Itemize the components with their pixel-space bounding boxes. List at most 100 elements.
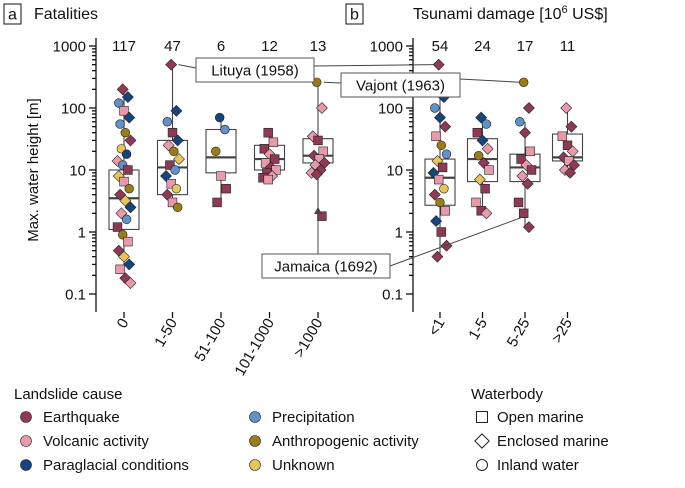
data-point (124, 134, 137, 147)
data-point (484, 165, 494, 175)
count-label: 17 (517, 38, 534, 55)
data-point (518, 77, 529, 87)
data-point (121, 91, 134, 104)
data-point (310, 168, 323, 181)
data-point (170, 104, 183, 117)
data-point (315, 102, 328, 114)
legend-cause-label: Paraglacial conditions (43, 457, 189, 474)
legend-cause-title: Landslide cause (14, 386, 122, 403)
leader-line (313, 64, 436, 67)
data-point (515, 117, 525, 127)
y-tick-label: 1 (78, 225, 86, 242)
data-point (115, 119, 125, 129)
data-point (525, 146, 535, 157)
box (205, 128, 237, 174)
data-point (476, 134, 489, 147)
legend-waterbody-item: Open marine (476, 409, 584, 426)
legend-cause-label: Earthquake (43, 409, 120, 426)
x-tick-label: >1000 (291, 316, 327, 361)
data-point (562, 140, 573, 151)
x-tick-label: 1-50 (151, 316, 181, 351)
data-point (481, 142, 494, 155)
data-point (161, 188, 174, 201)
y-tick-label: 10 (69, 163, 86, 180)
data-point (518, 208, 529, 219)
data-point (162, 117, 173, 127)
y-tick-label: 0.1 (65, 287, 86, 304)
data-point (215, 112, 225, 123)
panel-b-label: b (350, 7, 359, 24)
legend-swatch (249, 435, 261, 447)
data-point (167, 127, 178, 138)
data-point (433, 174, 444, 185)
count-label: 47 (164, 38, 181, 55)
data-point (519, 126, 531, 139)
data-point (430, 103, 440, 113)
data-point (557, 131, 568, 141)
x-tick-label: 51-100 (191, 316, 229, 365)
data-point (123, 165, 133, 175)
data-point (565, 120, 578, 133)
data-point (120, 127, 131, 138)
data-point (480, 183, 490, 194)
legend-waterbody-label: Inland water (497, 457, 579, 474)
data-point (211, 146, 221, 157)
data-point (119, 194, 132, 207)
circle-icon (476, 459, 488, 471)
data-point (435, 197, 445, 208)
legend-swatch (249, 411, 261, 423)
data-point (516, 154, 526, 164)
panel-b-title-main: Tsunami damage [10 (413, 6, 562, 23)
legend-waterbody-label: Enclosed marine (497, 433, 609, 450)
data-point (263, 174, 273, 185)
data-point (268, 137, 279, 147)
data-point (472, 127, 482, 138)
y-tick-label: 10 (386, 163, 403, 180)
legend-cause-label: Unknown (272, 457, 335, 474)
data-point (471, 197, 481, 208)
data-point (171, 134, 184, 147)
data-point (440, 206, 450, 216)
data-point (165, 160, 175, 170)
legend-waterbody-item: Inland water (476, 457, 579, 474)
legend-cause-label: Precipitation (272, 409, 355, 426)
x-tick-label: 0 (114, 316, 133, 332)
diamond-icon (474, 433, 490, 449)
data-point (173, 153, 185, 166)
data-point (119, 106, 129, 116)
data-point (436, 227, 446, 237)
y-tick-label: 100 (61, 101, 86, 118)
data-point (166, 179, 176, 189)
legend-waterbody-label: Open marine (497, 409, 584, 426)
data-point (123, 236, 133, 247)
data-point (473, 151, 484, 161)
data-point (124, 201, 137, 214)
data-point (473, 173, 486, 186)
legend-cause-item: Unknown (249, 457, 335, 474)
data-point (431, 250, 444, 263)
legend-swatch (20, 411, 32, 423)
y-tick-label: 1 (395, 225, 403, 242)
data-point (167, 197, 178, 208)
data-point (560, 102, 573, 114)
legend: Landslide cause Waterbody Earthquake Volc… (14, 386, 609, 474)
data-point (439, 120, 452, 133)
panel-a: a Fatalities Max. water height [m] (3, 3, 98, 242)
legend-swatch (20, 435, 32, 447)
data-point (121, 149, 132, 159)
data-point (430, 215, 443, 228)
legend-cause-label: Anthropogenic activity (272, 433, 419, 450)
panel-b-plot: 0.1 1 10 100 1000 54 <1 24 1-5 17 5-25 11 >25 (370, 38, 584, 350)
y-tick-label: 0.1 (382, 287, 403, 304)
data-point (521, 177, 534, 190)
legend-waterbody-item: Enclosed marine (474, 433, 609, 450)
data-point (170, 165, 180, 175)
square-icon (476, 411, 488, 423)
leader-line (389, 217, 522, 267)
data-point (173, 202, 183, 213)
data-point (313, 135, 323, 146)
legend-waterbody-title: Waterbody (471, 386, 543, 403)
data-point (522, 102, 535, 114)
count-label: 11 (560, 38, 576, 55)
